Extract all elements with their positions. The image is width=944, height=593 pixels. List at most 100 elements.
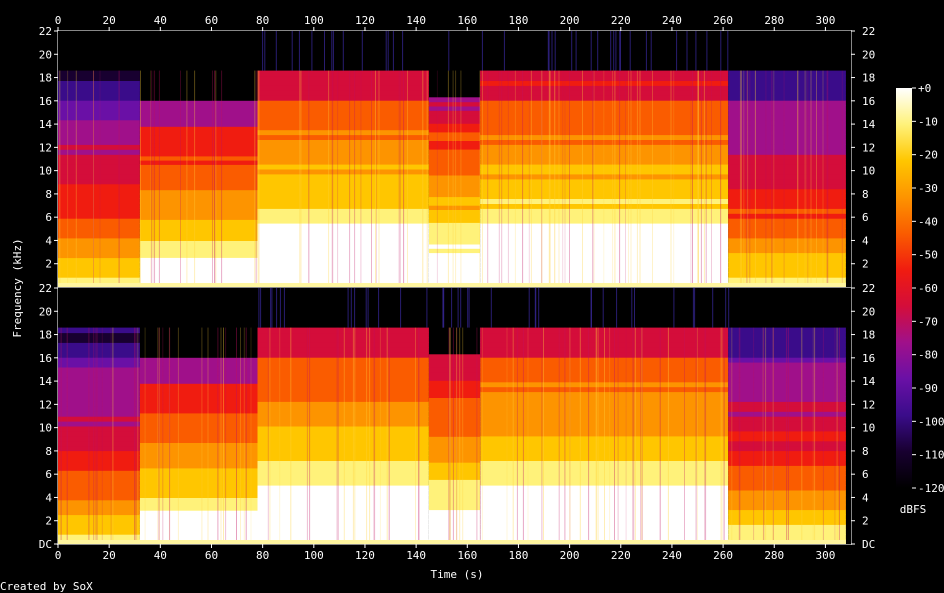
segment-band	[139, 391, 258, 397]
transient-streak	[804, 70, 806, 287]
x-tick-label: 180	[509, 549, 529, 562]
segment-band	[58, 509, 140, 516]
transient-streak	[786, 327, 788, 544]
segment-band	[480, 470, 729, 476]
transient-streak	[223, 327, 224, 544]
hf-spike	[602, 288, 604, 328]
segment-band	[58, 100, 140, 106]
segment-band	[139, 484, 258, 490]
segment-band	[139, 105, 258, 110]
segment-band	[257, 421, 429, 427]
segment-band	[480, 519, 729, 525]
segment-band	[58, 460, 140, 466]
hf-spike	[528, 288, 530, 328]
transient-streak	[747, 70, 749, 287]
segment-band	[58, 416, 140, 422]
segment-band	[257, 386, 429, 393]
hf-spike	[400, 288, 402, 328]
segment-band	[428, 371, 481, 377]
transient-streak	[99, 70, 101, 287]
segment-band	[428, 252, 481, 258]
segment-band	[58, 247, 140, 254]
segment-band	[58, 90, 140, 96]
transient-streak	[787, 327, 789, 544]
segment-band	[257, 529, 429, 535]
y-tick-label: 16	[862, 352, 875, 365]
segment-band	[428, 114, 481, 120]
segment-band	[480, 139, 729, 145]
hf-spike	[706, 31, 708, 71]
segment-band	[480, 223, 729, 229]
transient-streak	[418, 327, 420, 544]
dc-band	[58, 540, 846, 544]
hf-spike	[279, 288, 281, 328]
segment-band	[728, 332, 846, 338]
transient-streak	[343, 327, 345, 544]
transient-streak	[373, 327, 375, 544]
transient-streak	[308, 70, 310, 287]
transient-streak	[158, 327, 160, 544]
transient-streak	[267, 327, 269, 544]
segment-band	[257, 391, 429, 397]
segment-band	[257, 178, 429, 185]
segment-band	[480, 406, 729, 412]
transient-streak	[720, 327, 722, 544]
x-tick-label: 240	[662, 14, 682, 27]
segment-band	[257, 514, 429, 520]
segment-band	[480, 198, 729, 204]
segment-band	[428, 231, 481, 236]
transient-streak	[797, 70, 799, 287]
transient-streak	[456, 327, 458, 544]
segment-band	[428, 380, 481, 386]
transient-streak	[579, 327, 581, 544]
y-tick-label: 12	[862, 141, 875, 154]
segment-band	[480, 362, 729, 368]
segment-band	[139, 480, 258, 486]
transient-streak	[449, 327, 450, 544]
transient-streak	[449, 327, 451, 544]
transient-streak	[543, 327, 544, 544]
hf-spike	[634, 288, 635, 328]
segment-band	[728, 223, 846, 229]
transient-streak	[592, 70, 594, 287]
transient-streak	[562, 70, 564, 287]
transient-streak	[221, 70, 223, 287]
segment-band	[728, 509, 846, 516]
transient-streak	[476, 327, 478, 544]
segment-band	[139, 130, 258, 136]
segment-band	[428, 475, 481, 480]
transient-streak	[462, 327, 464, 544]
transient-streak	[279, 327, 281, 544]
transient-streak	[659, 327, 661, 544]
hf-spike	[258, 288, 260, 328]
segment-band	[728, 337, 846, 343]
x-tick-label: 60	[205, 14, 218, 27]
segment-band	[428, 174, 481, 180]
segment-1	[58, 70, 140, 288]
segment-band	[58, 371, 140, 378]
segment-band	[139, 421, 258, 427]
transient-streak	[269, 327, 271, 544]
segment-band	[58, 75, 140, 81]
segment-band	[428, 170, 481, 176]
transient-streak	[207, 327, 209, 544]
segment-band	[139, 366, 258, 372]
segment-band	[257, 119, 429, 126]
segment-band	[58, 208, 140, 214]
segment-band	[480, 262, 729, 268]
segment-band	[58, 465, 140, 471]
segment-band	[428, 466, 481, 472]
hf-spike	[354, 288, 356, 328]
transient-streak	[753, 327, 755, 544]
segment-band	[58, 267, 140, 273]
x-tick-label: 260	[713, 549, 733, 562]
hf-spike	[468, 288, 470, 328]
transient-streak	[554, 70, 555, 287]
segment-band	[728, 327, 846, 334]
y-tick-label: 12	[39, 398, 52, 411]
segment-band	[139, 244, 258, 250]
transient-streak	[366, 327, 368, 544]
x-tick-label: 40	[154, 549, 167, 562]
transient-streak	[652, 70, 653, 287]
segment-band	[257, 519, 429, 525]
